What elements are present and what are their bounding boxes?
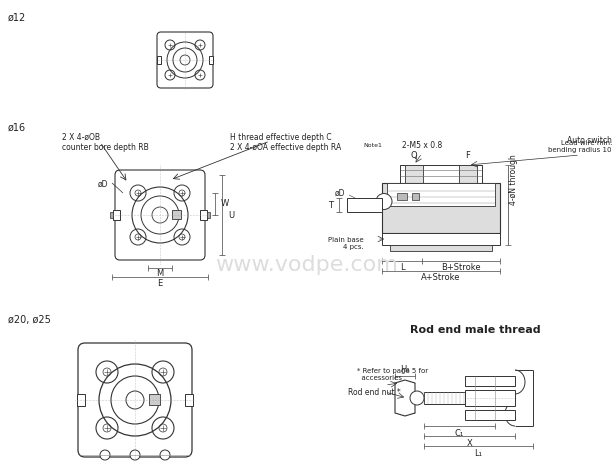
FancyBboxPatch shape	[157, 32, 213, 88]
Bar	[382, 233, 500, 245]
Bar	[459, 165, 477, 183]
Text: 4-øN through: 4-øN through	[508, 154, 518, 205]
Bar	[110, 212, 113, 218]
Text: Lead wire min.
bending radius 10: Lead wire min. bending radius 10	[548, 140, 612, 153]
Bar	[113, 210, 120, 220]
Circle shape	[376, 193, 392, 209]
Text: øD: øD	[98, 180, 108, 189]
Bar	[209, 56, 213, 64]
Circle shape	[100, 450, 110, 460]
FancyBboxPatch shape	[115, 170, 205, 260]
Text: Plain base
4 pcs.: Plain base 4 pcs.	[328, 237, 364, 249]
Bar	[400, 165, 482, 183]
Text: B+Stroke: B+Stroke	[441, 263, 481, 272]
Bar	[387, 183, 495, 206]
Text: 2 X 4-øOB
counter bore depth RB: 2 X 4-øOB counter bore depth RB	[62, 133, 149, 152]
Text: L: L	[400, 263, 404, 272]
Text: Rod end male thread: Rod end male thread	[410, 325, 540, 335]
Text: L₁: L₁	[475, 448, 483, 457]
Text: U: U	[228, 210, 234, 219]
Text: www.vodpe.com: www.vodpe.com	[216, 255, 398, 275]
Bar	[207, 212, 210, 218]
Text: M: M	[157, 268, 163, 277]
Bar	[465, 410, 515, 420]
Bar	[157, 56, 161, 64]
Text: Note1: Note1	[363, 143, 382, 148]
Text: Rod end nut *: Rod end nut *	[348, 388, 401, 397]
Text: H thread effective depth C: H thread effective depth C	[230, 133, 332, 142]
Text: 2-M5 x 0.8: 2-M5 x 0.8	[402, 141, 442, 150]
Text: F: F	[465, 151, 470, 160]
Polygon shape	[395, 380, 415, 416]
Bar	[412, 193, 419, 200]
Bar	[424, 392, 465, 404]
Bar	[465, 376, 515, 386]
Circle shape	[130, 450, 140, 460]
Text: C₁: C₁	[455, 428, 464, 437]
FancyBboxPatch shape	[78, 343, 192, 457]
Text: W: W	[221, 200, 229, 209]
Bar	[382, 183, 500, 233]
Bar	[77, 394, 85, 406]
Text: H₁: H₁	[400, 364, 410, 373]
Text: ø20, ø25: ø20, ø25	[8, 315, 51, 325]
Circle shape	[410, 391, 424, 405]
Text: 2 X 4-øOA effective depth RA: 2 X 4-øOA effective depth RA	[230, 143, 341, 152]
Bar	[200, 210, 207, 220]
Text: ø12: ø12	[8, 13, 26, 23]
Text: E: E	[157, 278, 163, 287]
Text: A+Stroke: A+Stroke	[421, 273, 460, 282]
Bar	[185, 394, 193, 406]
Bar	[172, 210, 181, 219]
Bar	[405, 165, 423, 183]
Text: ø16: ø16	[8, 123, 26, 133]
Bar	[465, 390, 515, 406]
Text: T: T	[328, 200, 333, 209]
Text: øD: øD	[335, 189, 345, 198]
Text: * Refer to page 5 for
  accessories: * Refer to page 5 for accessories	[357, 368, 428, 381]
Text: Q: Q	[411, 151, 418, 160]
Text: Auto switch: Auto switch	[567, 136, 612, 145]
Bar	[347, 198, 382, 212]
Bar	[149, 394, 160, 405]
Bar	[397, 193, 407, 200]
Circle shape	[160, 450, 170, 460]
Text: X: X	[467, 438, 472, 447]
Bar	[390, 245, 492, 251]
